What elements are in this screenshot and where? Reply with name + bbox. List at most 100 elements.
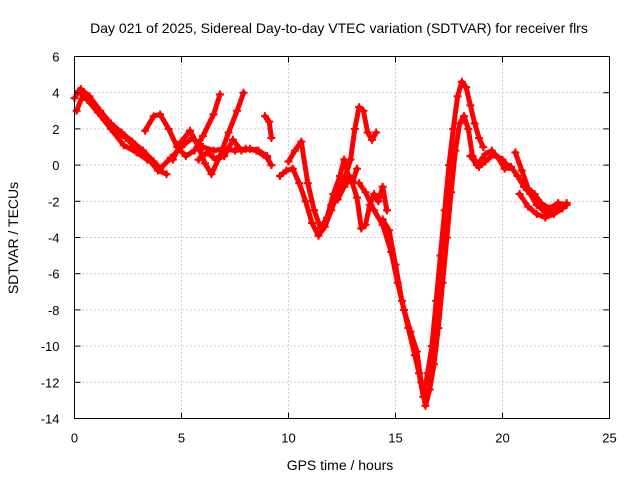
data-point (209, 110, 218, 119)
data-point (132, 148, 141, 157)
data-point (549, 209, 558, 218)
data-series-3 (76, 88, 161, 170)
data-point (481, 150, 490, 159)
data-point (507, 162, 516, 171)
data-point (263, 152, 272, 161)
data-point (220, 152, 229, 161)
data-point (327, 200, 336, 209)
data-point (432, 296, 441, 305)
data-point (455, 119, 464, 128)
y-tick-label: 4 (52, 86, 59, 101)
data-point (350, 124, 359, 133)
data-point (479, 143, 488, 151)
data-point (201, 159, 210, 168)
data-point (517, 166, 526, 175)
data-point (357, 224, 366, 233)
data-point (74, 86, 83, 95)
data-point (194, 155, 203, 164)
data-point (372, 128, 381, 137)
data-point (233, 106, 242, 115)
data-point (532, 209, 541, 218)
data-point (378, 182, 387, 191)
data-point (295, 179, 304, 188)
data-point (470, 119, 479, 128)
data-point (355, 179, 364, 188)
x-tick-label: 25 (602, 431, 616, 446)
data-point (224, 128, 233, 137)
data-point (216, 90, 225, 99)
data-point (267, 133, 276, 142)
data-point (562, 200, 571, 209)
data-point (164, 124, 173, 133)
data-point (404, 324, 413, 332)
y-tick-label: -12 (41, 375, 60, 390)
data-point (440, 206, 449, 215)
data-point (323, 213, 332, 222)
data-point (340, 155, 349, 164)
x-tick-label: 20 (495, 431, 509, 446)
y-tick-label: -2 (48, 194, 60, 209)
data-point (359, 106, 368, 115)
data-point (181, 152, 190, 161)
data-point (419, 392, 428, 401)
y-axis-label: SDTVAR / TECUs (5, 182, 21, 294)
data-point (494, 153, 503, 162)
data-point (397, 296, 406, 305)
data-point (72, 106, 81, 115)
data-point (237, 146, 246, 155)
data-point (267, 161, 276, 170)
data-point (459, 112, 468, 121)
data-point (453, 92, 462, 101)
data-point (462, 83, 471, 92)
data-point (177, 137, 186, 146)
data-point (156, 110, 165, 119)
y-axis: -14 -12 -10 -8 -6 -4 -2 0 2 4 6 (41, 50, 610, 427)
data-point (445, 161, 453, 170)
data-point (310, 206, 319, 215)
data-series-5 (170, 90, 247, 177)
y-tick-label: -4 (48, 231, 60, 246)
data-point (474, 133, 483, 142)
data-point (329, 190, 338, 199)
data-point (361, 220, 370, 229)
data-point (352, 193, 361, 202)
data-point (363, 128, 372, 137)
data-point (513, 171, 522, 180)
data-point (284, 157, 293, 166)
data-series-12 (380, 79, 486, 400)
data-point (427, 342, 436, 351)
data-point (436, 251, 445, 260)
data-point (141, 126, 150, 135)
data-point (83, 95, 92, 104)
x-tick-label: 5 (178, 431, 185, 446)
y-tick-label: 2 (52, 122, 59, 137)
chart-title: Day 021 of 2025, Sidereal Day-to-day VTE… (90, 20, 588, 36)
data-point (391, 260, 400, 269)
data-point (168, 155, 177, 164)
data-point (254, 146, 263, 155)
data-point (143, 155, 152, 164)
data-point (239, 88, 248, 97)
data-point (472, 161, 481, 170)
data-point (186, 126, 195, 135)
y-tick-label: 0 (52, 158, 59, 173)
data-point (194, 143, 203, 151)
data-point (265, 117, 274, 126)
data-point (558, 204, 567, 213)
data-point (245, 144, 254, 153)
data-point (500, 164, 509, 173)
data-point (524, 184, 533, 193)
data-point (370, 190, 379, 199)
data-point (340, 182, 349, 191)
data-point (290, 146, 299, 155)
data-point (162, 170, 171, 179)
data-point (207, 170, 216, 179)
data-point (423, 369, 432, 378)
data-point (275, 171, 284, 180)
data-point (333, 195, 342, 204)
data-point (190, 146, 199, 155)
data-point (211, 155, 220, 164)
x-axis: 0 5 10 15 20 25 (71, 56, 617, 446)
data-point (421, 401, 430, 410)
